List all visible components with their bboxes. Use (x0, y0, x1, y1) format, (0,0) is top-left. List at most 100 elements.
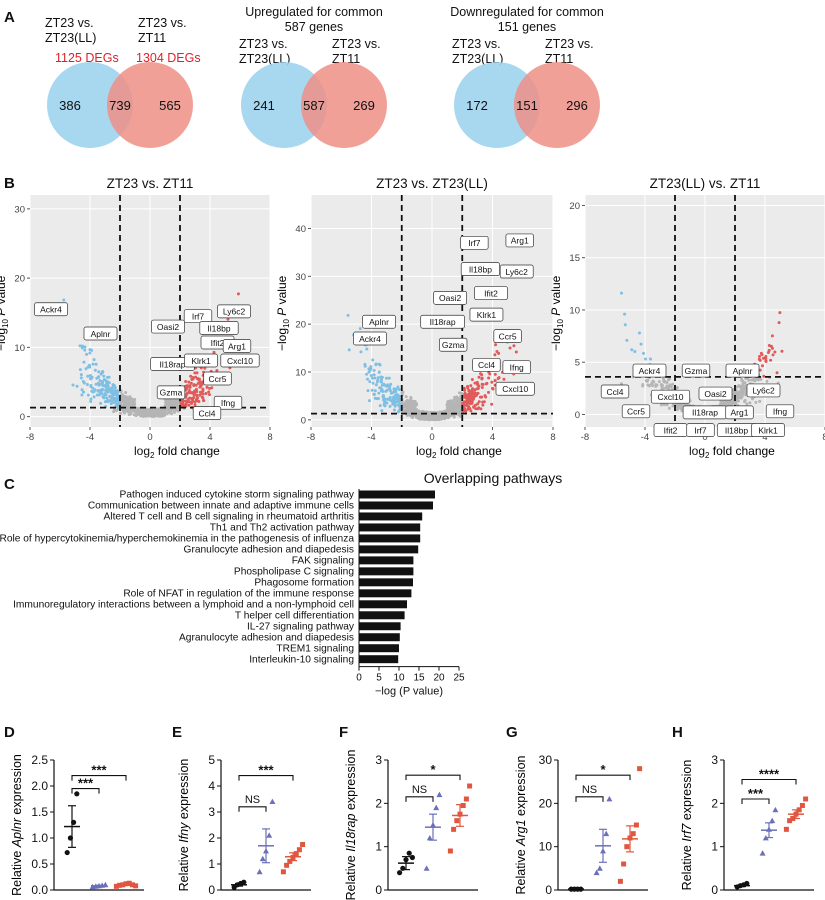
gene-label-box: Ly6c2 (217, 304, 251, 319)
gene-label-irf7: Irf7 (694, 425, 707, 435)
gene-point (668, 377, 672, 381)
gene-point (662, 379, 666, 383)
data-point (803, 796, 809, 802)
gene-point (419, 415, 423, 419)
data-point (296, 847, 302, 853)
gene-point (132, 402, 136, 406)
gene-point (476, 391, 480, 395)
gene-point (481, 382, 485, 386)
gene-point (184, 387, 188, 391)
gene-point (190, 401, 194, 405)
gene-point (677, 404, 681, 408)
gene-label-box: Gzma (681, 363, 711, 378)
dot-plot-y-label: Relative Ifny expression (177, 759, 191, 892)
data-point (436, 791, 443, 798)
data-point (606, 796, 613, 802)
gene-point (184, 380, 188, 384)
gene-point (393, 398, 397, 402)
gene-point (110, 388, 114, 392)
dot-plot-y-label: Relative Arg1 expression (514, 755, 528, 894)
gene-point (112, 410, 116, 414)
gene-label-box: Arg1 (222, 339, 252, 353)
gene-point (739, 395, 743, 399)
gene-point (770, 346, 774, 350)
gene-point (422, 417, 426, 421)
pathway-x-label: −log (P value) (375, 686, 443, 698)
gene-point (452, 402, 456, 406)
pathway-bar (359, 490, 435, 499)
gene-point (370, 376, 374, 380)
gene-point (196, 381, 200, 385)
venn-overlap-count: 151 (516, 98, 538, 113)
y-tick-label: 2 (375, 796, 382, 810)
gene-point (630, 348, 634, 352)
gene-point (71, 383, 75, 387)
gene-label-frame (420, 314, 465, 329)
gene-point (236, 292, 240, 296)
gene-point (100, 380, 104, 384)
significance-bracket (405, 796, 434, 802)
gene-point (141, 414, 145, 418)
gene-point (88, 351, 92, 355)
gene-point (110, 391, 114, 395)
gene-point (371, 358, 375, 362)
x-tick-label: 0 (702, 432, 707, 443)
gene-point (347, 348, 351, 352)
data-point (799, 803, 805, 808)
venn-left-circle (241, 62, 327, 148)
gene-point (625, 338, 629, 342)
pathway-bar (359, 545, 419, 554)
gene-point (459, 408, 463, 412)
volcano-y-label: −log10 P value (0, 275, 10, 351)
gene-point (207, 393, 211, 397)
gene-point (385, 376, 389, 380)
gene-label-aplnr: Aplnr (733, 366, 753, 376)
gene-point (189, 381, 193, 385)
gene-point (109, 402, 113, 406)
gene-point (777, 321, 781, 325)
y-tick-label: 5 (575, 358, 580, 369)
y-tick-label: 1 (208, 857, 215, 871)
data-point (637, 766, 643, 772)
y-tick-label: 2.0 (31, 779, 48, 793)
gene-point (753, 379, 757, 383)
gene-point (393, 404, 397, 408)
gene-point (407, 409, 411, 413)
gene-point (750, 378, 754, 382)
data-point (454, 818, 460, 824)
gene-point (193, 403, 197, 407)
gene-point (742, 381, 746, 385)
gene-point (377, 397, 381, 401)
x-tick-label: -4 (367, 432, 375, 443)
gene-point (110, 399, 114, 403)
gene-label-gzma: Gzma (685, 366, 708, 376)
gene-point (765, 379, 769, 383)
gene-point (409, 397, 413, 401)
pathway-bar (359, 633, 400, 642)
gene-point (425, 417, 429, 421)
gene-label-ly6c2: Ly6c2 (223, 307, 246, 317)
gene-point (512, 344, 516, 348)
gene-label-box: Cxcl10 (650, 389, 691, 404)
gene-point (480, 376, 484, 380)
x-tick-label: -8 (26, 432, 34, 443)
gene-point (120, 399, 124, 403)
data-point (624, 844, 630, 850)
gene-point (107, 375, 111, 379)
gene-point (735, 396, 739, 400)
volcano-y-label: −log10 P value (549, 275, 565, 351)
gene-label-ifit2: Ifit2 (664, 425, 678, 435)
volcano-title: ZT23 vs. ZT11 (107, 176, 194, 191)
gene-point (480, 373, 484, 377)
gene-label-aplnr: Aplnr (369, 317, 389, 327)
gene-point (346, 313, 350, 317)
significance-label: **** (759, 767, 780, 782)
gene-label-box: Ackr4 (353, 331, 387, 346)
gene-point (158, 413, 162, 417)
dot-plot-D: 0.0 0.5 1.0 1.5 2.0 2.5 Relative Aplnr express… (10, 753, 144, 897)
gene-label-cxcl10: Cxcl10 (658, 392, 684, 402)
gene-point (379, 378, 383, 382)
gene-point (86, 374, 90, 378)
panel-letter-C: C (4, 476, 15, 493)
data-point (783, 826, 789, 832)
